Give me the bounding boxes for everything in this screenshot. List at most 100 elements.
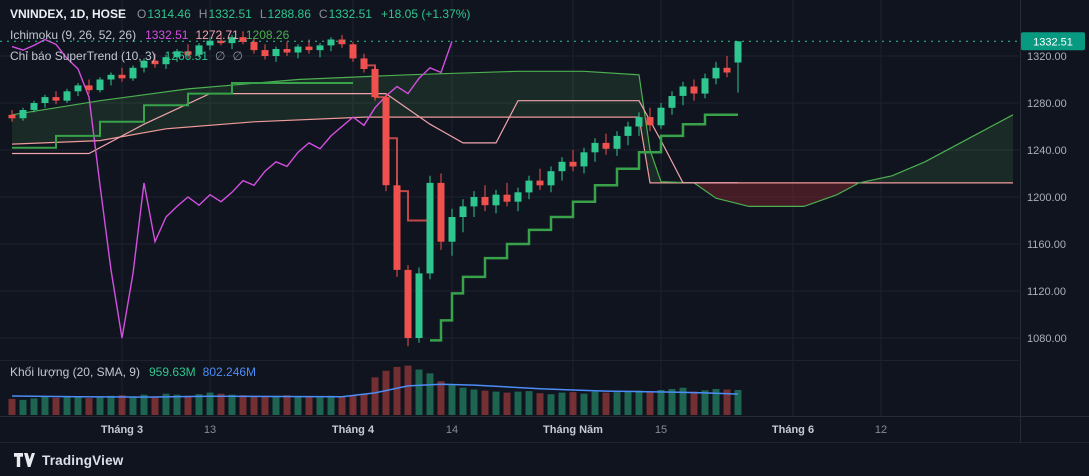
ohlc-value: 1332.51 <box>328 7 372 21</box>
candle-body <box>536 180 544 186</box>
ohlc-label: L <box>259 7 267 21</box>
volume-bar <box>294 396 302 415</box>
volume-bar <box>613 392 621 415</box>
volume-bar <box>723 389 731 415</box>
candle-body <box>503 194 511 202</box>
ohlc-label: C <box>318 7 328 21</box>
indicator-value: 959.63M <box>148 365 196 379</box>
supertrend-title[interactable]: Chỉ báo SuperTrend (10, 3) <box>10 49 156 63</box>
x-axis-label: Tháng 3 <box>101 424 143 436</box>
volume-title[interactable]: Khối lượng (20, SMA, 9) <box>10 365 140 379</box>
ichimoku-row[interactable]: Ichimoku (9, 26, 52, 26) 1332.51 1272.71 12… <box>10 25 470 46</box>
candle-body <box>437 182 445 242</box>
tradingview-logo[interactable]: TradingView <box>14 453 123 468</box>
candle-body <box>173 51 181 58</box>
price-axis[interactable]: 1320.00 1280.00 1240.00 1200.00 1160.00 1120.… <box>1021 32 1085 345</box>
ichimoku-title[interactable]: Ichimoku (9, 26, 52, 26) <box>10 28 137 42</box>
candle-body <box>415 273 423 338</box>
candle-body <box>63 91 71 101</box>
ohlc-label: O <box>137 7 147 21</box>
supertrend-row[interactable]: Chỉ báo SuperTrend (10, 3) 1266.51 ∅ ∅ <box>10 46 470 67</box>
candle-body <box>569 161 577 167</box>
y-axis-label: 1080.00 <box>1027 333 1067 345</box>
indicator-value: ∅ <box>215 49 226 63</box>
price-change: +18.05 (+1.37%) <box>380 7 471 21</box>
candle-body <box>558 161 566 172</box>
volume-bar <box>569 392 577 415</box>
ichimoku-chikou-line <box>11 38 453 339</box>
supertrend-line <box>430 113 738 342</box>
ohlc-values: O1314.46 H1332.51 L1288.86 C1332.51 <box>130 7 373 21</box>
y-axis-label: 1280.00 <box>1027 98 1067 110</box>
volume-sma-line <box>11 383 739 398</box>
chart-canvas[interactable]: 1320.00 1280.00 1240.00 1200.00 1160.00 1120.… <box>0 0 1089 442</box>
candle-body <box>41 97 49 103</box>
volume-bar <box>591 391 599 415</box>
x-axis-label: 13 <box>204 424 216 436</box>
volume-bar <box>30 398 38 415</box>
candle-body <box>646 117 654 126</box>
volume-bar <box>283 395 291 415</box>
symbol-title[interactable]: VNINDEX, 1D, HOSE <box>10 7 127 21</box>
volume-bar <box>228 394 236 415</box>
volume-bar <box>382 370 390 415</box>
candle-body <box>393 185 401 270</box>
ichimoku-senkou-b-line <box>11 116 1013 184</box>
chart-canvas-host[interactable]: 1320.00 1280.00 1240.00 1200.00 1160.00 1120.… <box>0 0 1089 447</box>
volume-bar <box>657 390 665 415</box>
volume-bar <box>602 392 610 415</box>
candle-body <box>690 86 698 94</box>
candle-body <box>239 37 247 42</box>
x-axis-label: Tháng 4 <box>332 424 375 436</box>
volume-bar <box>316 397 324 415</box>
candle-body <box>492 194 500 206</box>
x-axis-label: Tháng 6 <box>772 424 814 436</box>
candle-body <box>129 67 137 79</box>
volume-legend[interactable]: Khối lượng (20, SMA, 9) 959.63M 802.246M <box>10 362 256 383</box>
candle-body <box>107 74 115 80</box>
indicator-value: 1208.26 <box>245 28 290 42</box>
volume-bar <box>360 393 368 415</box>
candle-body <box>140 60 148 68</box>
candle-body <box>734 41 742 63</box>
volume-bar <box>646 391 654 415</box>
supertrend-line <box>12 82 353 149</box>
supertrend-values: 1266.51 ∅ ∅ <box>158 49 243 63</box>
volume-bar <box>184 395 192 415</box>
volume-bar <box>470 389 478 415</box>
candle-body <box>360 58 368 69</box>
volume-bar <box>734 390 742 415</box>
candle-body <box>19 110 27 119</box>
volume-bar <box>19 399 27 415</box>
volume-bar <box>327 395 335 415</box>
volume-bar <box>558 392 566 415</box>
volume-bar <box>338 396 346 415</box>
last-price-badge-label: 1332.51 <box>1033 36 1073 48</box>
ichimoku-cloud <box>859 114 1013 183</box>
volume-bar <box>239 395 247 415</box>
y-axis-label: 1120.00 <box>1027 286 1066 298</box>
volume-bar <box>393 366 401 415</box>
indicator-value: 802.246M <box>202 365 257 379</box>
candle-body <box>8 114 16 119</box>
x-axis-label: 15 <box>655 424 667 436</box>
volume-bar <box>118 395 126 415</box>
y-axis-label: 1240.00 <box>1027 145 1067 157</box>
volume-bar <box>41 396 49 415</box>
candle-body <box>481 197 489 206</box>
symbol-row[interactable]: VNINDEX, 1D, HOSE O1314.46 H1332.51 L1288.8… <box>10 4 470 25</box>
volume-bar <box>74 396 82 415</box>
candle-body <box>305 46 313 51</box>
candle-body <box>151 60 159 65</box>
time-axis[interactable]: Tháng 3 13 Tháng 4 14 Tháng Năm 15 Tháng 6 12 <box>101 424 887 436</box>
volume-bar <box>96 396 104 415</box>
volume-bar <box>690 391 698 415</box>
candle-body <box>635 117 643 127</box>
volume-bar <box>492 391 500 415</box>
volume-bar <box>635 390 643 415</box>
y-axis-label: 1320.00 <box>1027 51 1067 63</box>
volume-bar <box>129 396 137 415</box>
candle-body <box>74 85 82 92</box>
volume-bar <box>305 396 313 415</box>
volume-bar <box>206 392 214 415</box>
